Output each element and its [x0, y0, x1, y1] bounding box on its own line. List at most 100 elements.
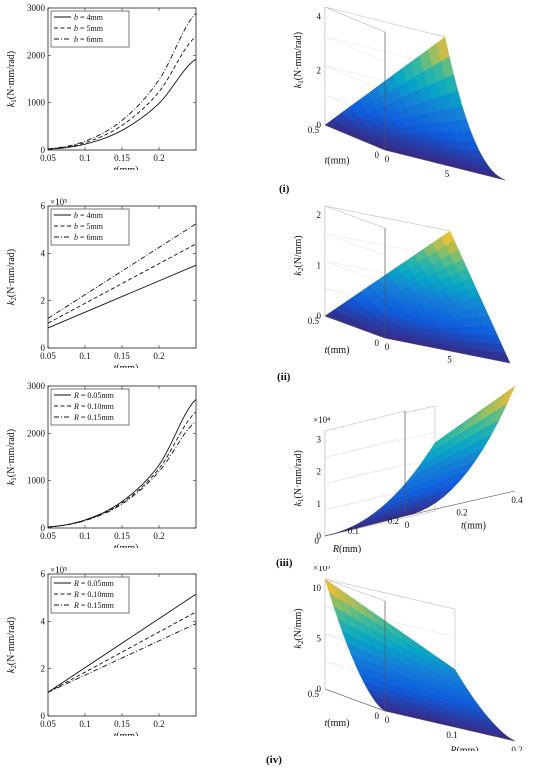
b-axis — [384, 149, 506, 181]
b-tick-label: 10 — [503, 184, 513, 185]
b-tick-label: 5 — [447, 355, 452, 365]
x-axis-label: t(mm) — [114, 363, 139, 368]
line-chart-1: 0.05 0.1 0.15 0.2 0 1000 2000 3000 k1(N·mm/rad) t… — [6, 3, 197, 170]
y-exponent: ×10⁵ — [50, 198, 67, 207]
x-tick-label: 0.15 — [114, 719, 130, 729]
wall-grid — [324, 432, 436, 458]
z-tick-label: 1 — [317, 260, 322, 270]
legend-entry: b = 5mm — [74, 222, 104, 231]
y-axis-label: k2(N·mm/rad) — [6, 249, 18, 305]
y-tick-label: 2 — [41, 296, 46, 306]
x-tick-label: 0.2 — [153, 351, 164, 361]
z-tick-label: 4 — [317, 11, 322, 21]
y-axis-label: k1(N·mm/rad) — [6, 51, 18, 107]
b-tick-label: 0.2 — [511, 745, 522, 751]
x-axis-label: t(mm) — [114, 731, 139, 736]
z-tick-label: 0 — [317, 531, 322, 541]
wall-grid — [324, 233, 451, 259]
row-label-ii: (ii) — [277, 371, 291, 383]
x-tick-label: 0.15 — [114, 153, 130, 163]
z-axis-label: k1(N·mm/rad) — [293, 450, 305, 506]
row-label-iv: (iv) — [266, 754, 282, 766]
x-tick-label: 0.1 — [79, 719, 90, 729]
y-tick-label: 3000 — [27, 3, 46, 13]
z-exponent: ×10⁴ — [313, 0, 330, 1]
b-tick-label: 0 — [405, 520, 410, 530]
y-tick-label: 2 — [41, 664, 46, 674]
b-axis-label: R(mm) — [449, 746, 478, 752]
legend-entry: b = 6mm — [74, 35, 104, 44]
b-axis — [384, 710, 516, 742]
a-tick-label: 0.5 — [308, 316, 320, 326]
legend-entry: R = 0.05mm — [73, 391, 115, 400]
y-tick-label: 0 — [41, 343, 46, 353]
wall-grid — [324, 36, 446, 67]
legend-entry: R = 0.10mm — [73, 402, 115, 411]
legend-entry: R = 0.10mm — [73, 590, 115, 599]
x-tick-label: 0.1 — [79, 351, 90, 361]
a-axis — [324, 315, 386, 339]
z-tick-label: 2 — [317, 66, 322, 76]
x-tick-label: 0.2 — [153, 719, 164, 729]
line-chart-2: 0.05 0.1 0.15 0.2 0 2 4 6 ×10⁵ k2(N·mm/rad) t(mm) b… — [6, 198, 197, 368]
y-tick-label: 2000 — [27, 50, 46, 60]
x-tick-label: 0.1 — [79, 531, 90, 541]
z-tick-label: 0 — [317, 120, 322, 130]
z-axis-label: k2(N/mm) — [293, 235, 305, 275]
row-label-i: (i) — [279, 183, 290, 195]
x-tick-label: 0.2 — [153, 531, 164, 541]
b-tick-label: 0 — [385, 154, 390, 164]
a-tick-label: 0.2 — [388, 516, 399, 526]
y-tick-label: 0 — [41, 145, 46, 155]
x-tick-label: 0.2 — [153, 153, 164, 163]
z-tick-label: 0 — [317, 311, 322, 321]
z-tick-label: 3 — [317, 434, 322, 444]
b-tick-label: 0.4 — [511, 495, 523, 505]
x-tick-label: 0.15 — [114, 531, 130, 541]
y-tick-label: 4 — [41, 616, 46, 626]
a-axis — [324, 124, 386, 151]
z-tick-label: 10 — [312, 583, 322, 593]
a-axis-label: t(mm) — [325, 718, 350, 729]
y-tick-label: 6 — [41, 569, 46, 579]
series-line-3 — [47, 421, 197, 528]
legend-entry: R = 0.15mm — [73, 601, 115, 610]
a-tick-label: 0 — [375, 338, 380, 348]
z-exponent: ×10⁵ — [313, 566, 330, 573]
b-axis — [384, 337, 511, 364]
a-axis-label: R(mm) — [332, 544, 361, 553]
row-label-iii: (iii) — [276, 557, 293, 569]
a-axis-label: t(mm) — [325, 345, 350, 356]
series-line-3 — [47, 223, 197, 319]
z-tick-label: 2 — [317, 467, 322, 477]
z-tick-label: 2 — [317, 210, 322, 220]
y-tick-label: 3000 — [27, 381, 46, 391]
x-axis-label: t(mm) — [114, 165, 139, 170]
x-tick-label: 0.05 — [40, 719, 56, 729]
y-axis-label: k2(N·mm/rad) — [6, 617, 18, 673]
x-tick-label: 0.1 — [79, 153, 90, 163]
z-exponent: ×10⁶ — [313, 198, 330, 200]
a-tick-label: 0 — [375, 711, 380, 721]
surface-plot-3: 0 1 2 3 0 0.1 0.2 0 0.2 0.4 ×10⁴ k1(N·mm/rad) R(mm) t… — [293, 385, 523, 553]
y-tick-label: 1000 — [27, 476, 46, 486]
b-tick-label: 0 — [385, 715, 390, 725]
b-axis-label: t(mm) — [461, 520, 486, 531]
x-tick-label: 0.05 — [40, 153, 56, 163]
series-line-1 — [47, 593, 197, 693]
b-axis-label: b(mm) — [445, 185, 472, 186]
z-tick-label: 0 — [317, 684, 322, 694]
wall-grid — [324, 458, 436, 484]
z-tick-label: 5 — [317, 633, 322, 643]
line-chart-4: 0.05 0.1 0.15 0.2 0 2 4 6 ×10⁵ k2(N·mm/rad) t(mm) R… — [6, 566, 197, 736]
x-axis-label: t(mm) — [114, 543, 139, 548]
legend-entry: b = 6mm — [74, 233, 104, 242]
b-tick-label: 0 — [385, 342, 390, 352]
legend-entry: b = 4mm — [74, 211, 104, 220]
z-axis-label: k2(N/mm) — [293, 608, 305, 648]
series-line-2 — [47, 36, 197, 150]
a-tick-label: 0 — [315, 536, 320, 546]
y-tick-label: 1000 — [27, 98, 46, 108]
